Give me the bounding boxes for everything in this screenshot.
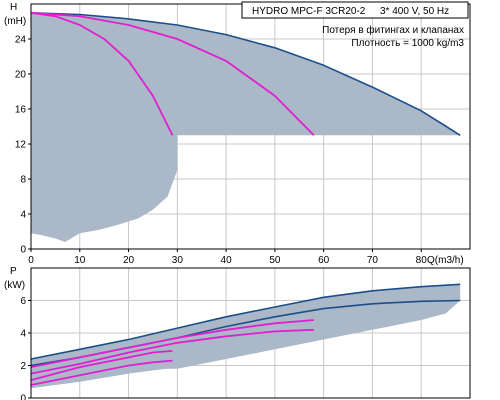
fittings-loss-note: Потеря в фитингах и клапанах	[322, 24, 464, 36]
power-y-tick-label: 6	[20, 296, 26, 307]
head-duty-curve	[30, 11, 174, 136]
head-y-tick-label: 24	[15, 35, 27, 46]
head-x-tick-label: 20	[123, 255, 135, 266]
head-y-tick-label: 20	[15, 70, 27, 81]
head-chart-panel: 0 4 8 12 16 20 24 0 10 20 30 40 50 60 70 80	[15, 3, 471, 266]
head-x-tick-label: 30	[172, 255, 184, 266]
head-axis-unit: (mH)	[4, 16, 26, 27]
power-axis-unit: (kW)	[4, 280, 25, 291]
density-note: Плотность = 1000 kg/m3	[351, 38, 464, 49]
power-axis-label: P	[10, 266, 17, 277]
power-duty-curve	[30, 319, 314, 368]
head-x-tick-label: 40	[221, 255, 233, 266]
head-x-tick-label: 80	[416, 255, 428, 266]
power-y-tick-label: 4	[20, 329, 26, 340]
head-x-tick-label: 0	[28, 255, 34, 266]
power-duty-curve	[30, 350, 173, 381]
head-y-tick-label: 4	[20, 210, 26, 221]
power-y-tick-label: 0	[20, 394, 26, 400]
power-duty-curve	[30, 359, 173, 386]
head-x-tick-label: 10	[74, 255, 86, 266]
head-x-tick-label: 50	[269, 255, 281, 266]
flow-axis-label: Q(m3/h)	[427, 255, 464, 266]
head-y-tick-label: 8	[20, 175, 26, 186]
info-box	[241, 1, 469, 19]
head-duty-curve	[30, 11, 315, 136]
model-label: HYDRO MPC-F 3CR20-2	[252, 6, 366, 17]
head-y-tick-label: 12	[15, 140, 27, 151]
power-operating-envelope	[31, 284, 461, 389]
head-operating-envelope	[31, 12, 461, 242]
head-x-tick-label: 70	[367, 255, 379, 266]
power-max-curve	[30, 283, 461, 360]
power-duty-curve	[30, 328, 314, 375]
supply-label: 3* 400 V, 50 Hz	[380, 6, 449, 17]
head-y-tick-label: 0	[20, 245, 26, 256]
head-y-tick-label: 16	[15, 105, 27, 116]
power-y-tick-label: 2	[20, 361, 26, 372]
head-max-curve	[30, 12, 461, 136]
head-axis-label: H	[10, 2, 17, 13]
power-chart-panel: 0 2 4 6	[20, 267, 471, 400]
head-x-tick-label: 60	[318, 255, 330, 266]
